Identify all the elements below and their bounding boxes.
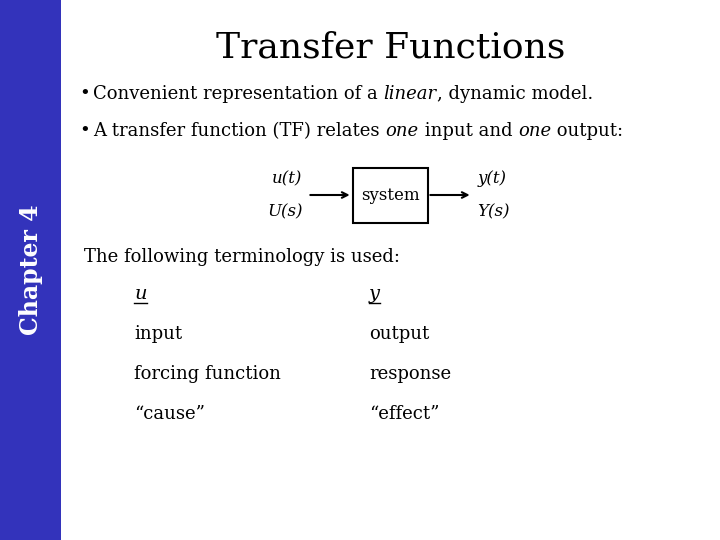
Text: “effect”: “effect”	[369, 405, 440, 423]
Text: “cause”: “cause”	[134, 405, 205, 423]
Text: u: u	[134, 285, 147, 303]
Text: u(t): u(t)	[272, 170, 302, 187]
Text: Convenient representation of a: Convenient representation of a	[93, 85, 384, 103]
Text: system: system	[361, 186, 419, 204]
Text: output:: output:	[551, 122, 624, 140]
Text: Chapter 4: Chapter 4	[19, 205, 42, 335]
Bar	[0, 0, 61, 540]
Text: one: one	[385, 122, 418, 140]
Text: y(t): y(t)	[477, 170, 506, 187]
Text: , dynamic model.: , dynamic model.	[437, 85, 593, 103]
Text: •: •	[79, 85, 90, 103]
Text: one: one	[518, 122, 551, 140]
Bar	[353, 167, 428, 222]
Text: linear: linear	[384, 85, 437, 103]
Text: input: input	[134, 325, 182, 343]
Text: •: •	[79, 122, 90, 140]
Text: y: y	[369, 285, 380, 303]
Text: A transfer function (TF) relates: A transfer function (TF) relates	[93, 122, 385, 140]
Text: Transfer Functions: Transfer Functions	[216, 30, 565, 64]
Text: U(s): U(s)	[267, 203, 302, 220]
Text: forcing function: forcing function	[134, 365, 281, 383]
Text: output: output	[369, 325, 429, 343]
Text: The following terminology is used:: The following terminology is used:	[84, 248, 400, 266]
Text: Y(s): Y(s)	[477, 203, 510, 220]
Text: input and: input and	[418, 122, 518, 140]
Text: response: response	[369, 365, 451, 383]
